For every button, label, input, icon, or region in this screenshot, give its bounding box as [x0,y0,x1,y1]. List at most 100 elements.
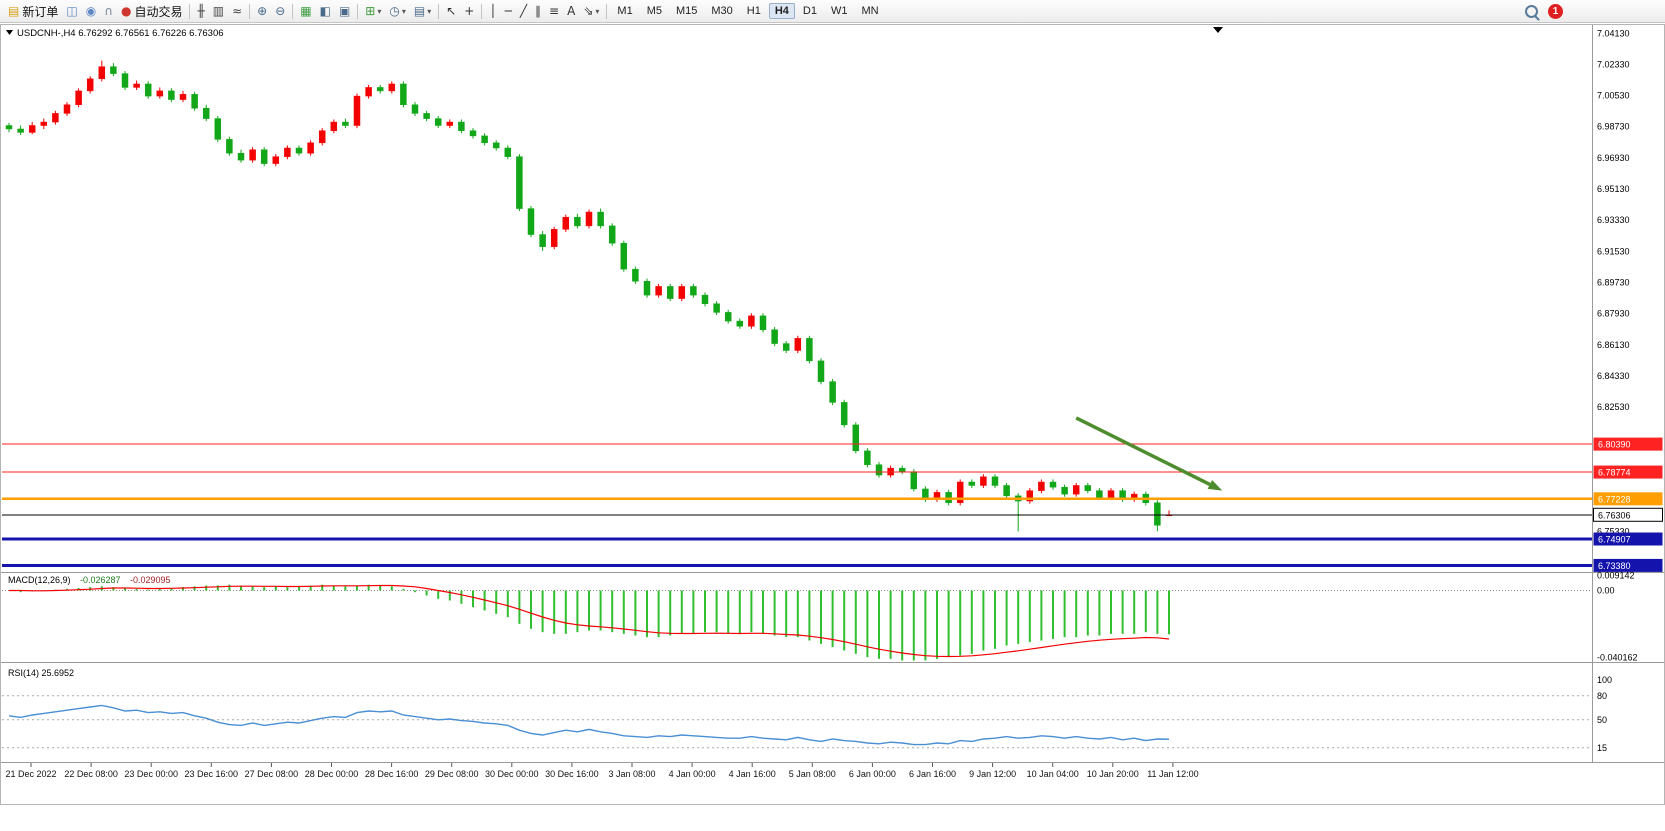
cursor-button[interactable]: ↖ [443,2,459,21]
timeframe-button-MN[interactable]: MN [861,5,879,17]
svg-text:6.89730: 6.89730 [1597,277,1630,287]
svg-text:28 Dec 00:00: 28 Dec 00:00 [305,769,359,779]
timeframe-button-M1[interactable]: M1 [617,5,633,17]
svg-text:29 Dec 08:00: 29 Dec 08:00 [425,769,479,779]
chevron-down-icon: ▾ [427,6,432,16]
svg-text:4 Jan 16:00: 4 Jan 16:00 [729,769,776,779]
search-icon[interactable] [1525,4,1538,18]
timeframe-button-M30[interactable]: M30 [711,5,733,17]
macd-pane: MACD(12,26,9) -0.026287 -0.029095 0.009142 0… [2,570,1638,662]
zoom-out-button[interactable]: ⊖ [272,2,288,21]
cursor-icon: ↖ [446,4,457,18]
svg-text:4 Jan 00:00: 4 Jan 00:00 [669,769,716,779]
templates-button[interactable]: ▤ ▾ [411,2,434,21]
line-mode-button[interactable]: ≈ [229,2,245,21]
timeframe-button-D1[interactable]: D1 [802,5,817,17]
svg-text:23 Dec 00:00: 23 Dec 00:00 [124,769,178,779]
timeframe-button-M5[interactable]: M5 [646,5,662,17]
template-icon: ▤ [413,4,426,18]
timeframe-button-H4[interactable]: H4 [768,3,795,19]
zoom-out-icon: ⊖ [275,4,286,18]
text-tool-icon: A [567,4,576,18]
svg-text:6.86130: 6.86130 [1597,340,1630,350]
timeframe-button-M15[interactable]: M15 [675,5,698,17]
svg-text:7.00530: 7.00530 [1597,91,1630,101]
svg-text:30 Dec 00:00: 30 Dec 00:00 [485,769,539,779]
candles-mode-button[interactable]: ▥ [210,2,227,21]
tile-windows-button[interactable]: ▦ [297,2,314,21]
line-chart-icon: ≈ [232,4,243,18]
arrange-windows-icon: ◧ [319,4,331,18]
svg-text:-0.029095: -0.029095 [130,575,171,585]
new-order-icon: ▤ [8,4,20,18]
time-axis[interactable]: 21 Dec 2022 22 Dec 08:00 23 Dec 00:00 23 De… [5,763,1199,779]
annotation-arrow[interactable] [1075,416,1223,491]
chart-shift-icon: ▣ [338,4,351,18]
svg-text:21 Dec 2022: 21 Dec 2022 [5,769,56,779]
svg-text:6.76306: 6.76306 [1598,510,1631,520]
channel-button[interactable]: ∥ [532,2,544,21]
svg-text:6.91530: 6.91530 [1597,246,1630,256]
text-tool-button[interactable]: A [564,2,578,21]
clock-icon: ◷ [389,4,400,18]
new-order-button[interactable]: ▤ 新订单 [5,2,61,21]
svg-text:15: 15 [1597,743,1607,753]
chart-canvas[interactable]: USDCNH-,H4 6.76292 6.76561 6.76226 6.763… [0,24,1665,831]
svg-text:50: 50 [1597,715,1607,725]
indicators-button[interactable]: ⊞ ▾ [362,2,384,21]
svg-text:23 Dec 16:00: 23 Dec 16:00 [185,769,239,779]
svg-text:80: 80 [1597,691,1607,701]
timeframe-button-W1[interactable]: W1 [830,5,848,17]
svg-text:7.04130: 7.04130 [1597,28,1630,38]
profile-button[interactable]: ◉ [83,2,99,21]
svg-text:0.00: 0.00 [1597,586,1615,596]
profile-icon: ◉ [85,4,97,18]
notification-badge[interactable]: 1 [1548,3,1563,19]
crosshair-icon: + [464,4,475,18]
toolbar-separator [481,3,483,19]
svg-text:6.98730: 6.98730 [1597,122,1630,132]
timeframe-button-H1[interactable]: H1 [746,5,761,17]
svg-text:28 Dec 16:00: 28 Dec 16:00 [365,769,419,779]
arrange-windows-button[interactable]: ◧ [317,2,334,21]
arrows-shapes-icon: ⇘ [583,4,594,18]
scroll-position-marker[interactable] [1213,27,1223,33]
trendline-button[interactable]: ╱ [517,2,530,21]
chevron-down-icon: ▾ [401,6,406,16]
svg-text:6.96930: 6.96930 [1597,153,1630,163]
autotrading-button[interactable]: ● 自动交易 [118,2,186,21]
svg-text:6.74907: 6.74907 [1598,534,1631,544]
fibonacci-button[interactable]: ≡ [546,2,562,21]
level-lines[interactable] [2,443,1592,567]
rsi-pane: RSI(14) 25.6952 100 80 50 15 [2,668,1612,753]
periods-button[interactable]: ◷ ▾ [386,2,409,21]
vertical-line-button[interactable]: │ [486,2,499,21]
chart-shift-button[interactable]: ▣ [336,2,353,21]
bars-mode-button[interactable]: ╫ [194,2,207,21]
channel-icon: ∥ [535,4,542,18]
price-axis[interactable]: 7.04130 7.02330 7.00530 6.98730 6.96930 6.951… [1593,28,1663,572]
svg-text:9 Jan 12:00: 9 Jan 12:00 [969,769,1016,779]
svg-text:6.84330: 6.84330 [1597,371,1630,381]
crosshair-button[interactable]: + [461,2,477,21]
toolbar-separator [357,3,359,19]
pane-separators[interactable] [0,24,1665,763]
zoom-in-icon: ⊕ [257,4,268,18]
charts-button[interactable]: ◫ [63,2,80,21]
horizontal-line-button[interactable]: ─ [502,2,515,21]
svg-text:6 Jan 16:00: 6 Jan 16:00 [909,769,956,779]
svg-text:-0.040162: -0.040162 [1597,652,1638,662]
svg-text:6.87930: 6.87930 [1597,309,1630,319]
shapes-button[interactable]: ⇘ ▾ [580,2,602,21]
zoom-in-button[interactable]: ⊕ [254,2,270,21]
toolbar-separator [438,3,440,19]
fibonacci-icon: ≡ [549,4,560,18]
chart-window-icon: ◫ [66,4,78,18]
candlestick-icon: ▥ [212,4,225,18]
support-button[interactable]: ∩ [101,2,116,21]
svg-text:0.009142: 0.009142 [1597,570,1635,580]
svg-text:10 Jan 20:00: 10 Jan 20:00 [1087,769,1139,779]
svg-text:6 Jan 00:00: 6 Jan 00:00 [849,769,896,779]
toolbar: ▤ 新订单 ◫ ◉ ∩ ● 自动交易 ╫ ▥ ≈ ⊕ ⊖ ▦ ◧ ▣ ⊞ ▾ ◷ ▾ ▤ ▾ ↖ + │ ─ ╱ ∥ ≡ A ⇘ ▾ M1 M5… [0,0,1665,23]
toolbar-separator [606,3,608,19]
